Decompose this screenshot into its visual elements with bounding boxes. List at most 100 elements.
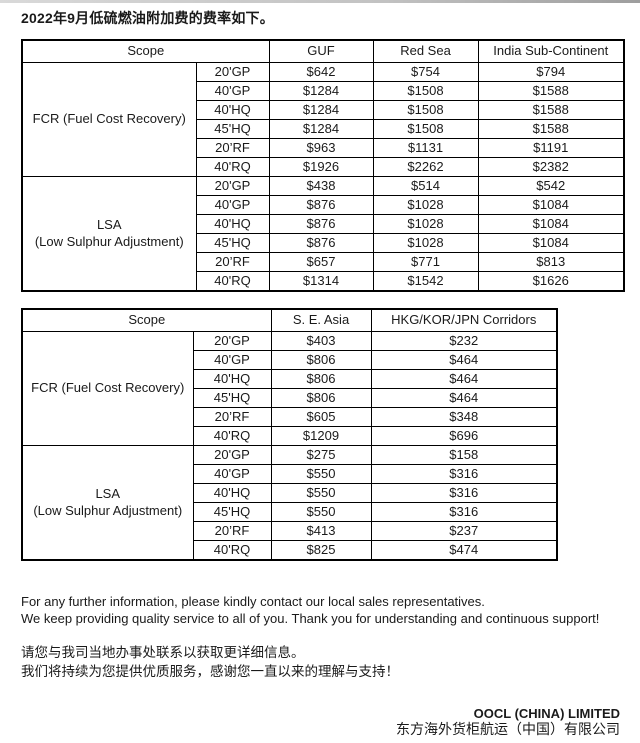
rate-value-cell: $1191	[477, 138, 625, 158]
rate-value-cell: $316	[370, 464, 558, 484]
rate-value-cell: $1028	[372, 214, 479, 234]
container-type-cell: 45'HQ	[192, 502, 272, 522]
table-row: 20’RF $657 $771 $813	[22, 252, 625, 272]
column-header-redsea: Red Sea	[372, 39, 479, 63]
container-type-cell: 40'GP	[192, 464, 272, 484]
container-type-cell: 20’RF	[195, 252, 270, 272]
rate-value-cell: $514	[372, 176, 479, 196]
rate-value-cell: $1284	[268, 119, 374, 139]
rate-value-cell: $794	[477, 62, 625, 82]
rate-value-cell: $657	[268, 252, 374, 272]
footer-contact-line-en: For any further information, please kind…	[21, 594, 485, 609]
rate-value-cell: $696	[370, 426, 558, 446]
container-type-cell: 40'RQ	[195, 157, 270, 177]
company-name-en: OOCL (CHINA) LIMITED	[473, 706, 620, 721]
container-type-cell: 45'HQ	[192, 388, 272, 408]
table-row: 40'RQ $825 $474	[22, 540, 558, 561]
container-type-cell: 40'RQ	[192, 540, 272, 561]
rate-value-cell: $1588	[477, 119, 625, 139]
rate-value-cell: $1588	[477, 81, 625, 101]
container-type-cell: 40'RQ	[195, 271, 270, 292]
column-header-india: India Sub-Continent	[477, 39, 625, 63]
rate-value-cell: $1508	[372, 100, 479, 120]
footer-service-line-en: We keep providing quality service to all…	[21, 611, 600, 626]
rate-value-cell: $158	[370, 445, 558, 465]
rate-value-cell: $438	[268, 176, 374, 196]
rate-value-cell: $825	[270, 540, 372, 561]
table-row: 40'RQ $1314 $1542 $1626	[22, 271, 625, 292]
rate-value-cell: $413	[270, 521, 372, 541]
container-type-cell: 40'HQ	[192, 369, 272, 389]
column-header-guf: GUF	[268, 39, 374, 63]
container-type-cell: 40'HQ	[195, 214, 270, 234]
table-row: 45'HQ $1284 $1508 $1588	[22, 119, 625, 139]
notice-title: 2022年9月低硫燃油附加费的费率如下。	[21, 10, 274, 26]
container-type-cell: 40'RQ	[192, 426, 272, 446]
rate-value-cell: $806	[270, 388, 372, 408]
container-type-cell: 45'HQ	[195, 233, 270, 253]
rate-value-cell: $1284	[268, 81, 374, 101]
container-type-cell: 40'GP	[195, 195, 270, 215]
rate-value-cell: $771	[372, 252, 479, 272]
rate-value-cell: $605	[270, 407, 372, 427]
table-header-row: Scope S. E. Asia HKG/KOR/JPN Corridors	[21, 308, 558, 332]
container-type-cell: 20’RF	[195, 138, 270, 158]
container-type-cell: 45'HQ	[195, 119, 270, 139]
container-type-cell: 20’RF	[192, 407, 272, 427]
table-row: 20’RF $413 $237	[22, 521, 558, 541]
container-type-cell: 40'HQ	[192, 483, 272, 503]
scope-header-cell: Scope	[21, 308, 272, 332]
rate-value-cell: $1028	[372, 195, 479, 215]
table-row: 40'RQ $1926 $2262 $2382	[22, 157, 625, 177]
table-row: LSA (Low Sulphur Adjustment) 20'GP $275 …	[21, 445, 558, 561]
container-type-cell: 20'GP	[192, 445, 272, 465]
rate-value-cell: $1926	[268, 157, 374, 177]
container-type-cell: 40'GP	[195, 81, 270, 101]
rate-value-cell: $550	[270, 464, 372, 484]
scope-header-cell: Scope	[21, 39, 270, 63]
rate-value-cell: $550	[270, 502, 372, 522]
table-row: 45'HQ $550 $316	[22, 502, 558, 522]
rate-value-cell: $876	[268, 233, 374, 253]
container-type-cell: 20'GP	[195, 176, 270, 196]
container-type-cell: 20'GP	[195, 62, 270, 82]
rate-value-cell: $316	[370, 483, 558, 503]
table-row: 40'GP $550 $316	[22, 464, 558, 484]
rate-value-cell: $1626	[477, 271, 625, 292]
table-row: 40'GP $876 $1028 $1084	[22, 195, 625, 215]
lsa-label-line2: (Low Sulphur Adjustment)	[34, 233, 184, 249]
rate-value-cell: $237	[370, 521, 558, 541]
rate-value-cell: $642	[268, 62, 374, 82]
rate-value-cell: $316	[370, 502, 558, 522]
lsa-label-line1: LSA	[95, 486, 121, 502]
rate-value-cell: $2262	[372, 157, 479, 177]
rate-table-guf-redsea-india: Scope GUF Red Sea India Sub-Continent FC…	[21, 39, 625, 292]
container-type-cell: 20'GP	[192, 331, 272, 351]
rate-value-cell: $1542	[372, 271, 479, 292]
rate-value-cell: $813	[477, 252, 625, 272]
rate-value-cell: $1084	[477, 214, 625, 234]
table-row: LSA (Low Sulphur Adjustment) 20'GP $438 …	[21, 176, 625, 292]
rate-value-cell: $806	[270, 350, 372, 370]
rate-value-cell: $232	[370, 331, 558, 351]
company-signature-block: OOCL (CHINA) LIMITED 东方海外货柜航运（中国）有限公司	[396, 706, 620, 739]
rate-value-cell: $2382	[477, 157, 625, 177]
lsa-label-line2: (Low Sulphur Adjustment)	[33, 502, 183, 518]
rate-value-cell: $1028	[372, 233, 479, 253]
rate-value-cell: $1284	[268, 100, 374, 120]
footer-contact-line-zh: 请您与我司当地办事处联系以获取更详细信息。	[21, 645, 305, 660]
column-header-hkgkorjpn: HKG/KOR/JPN Corridors	[370, 308, 558, 332]
lsa-label-line1: LSA	[96, 217, 122, 233]
company-name-zh: 东方海外货柜航运（中国）有限公司	[396, 723, 620, 738]
rate-value-cell: $1508	[372, 119, 479, 139]
table-row: 40'HQ $806 $464	[22, 369, 558, 389]
rate-value-cell: $464	[370, 388, 558, 408]
footer-chinese-block: 请您与我司当地办事处联系以获取更详细信息。 我们将持续为您提供优质服务，感谢您一…	[21, 644, 640, 681]
rate-value-cell: $963	[268, 138, 374, 158]
rate-value-cell: $1314	[268, 271, 374, 292]
rate-value-cell: $806	[270, 369, 372, 389]
table-row: FCR (Fuel Cost Recovery) 20'GP $642 $754…	[21, 62, 625, 177]
rate-value-cell: $876	[268, 214, 374, 234]
column-header-seasia: S. E. Asia	[270, 308, 372, 332]
rate-table-seasia-hkgkorjpn: Scope S. E. Asia HKG/KOR/JPN Corridors F…	[21, 308, 558, 561]
